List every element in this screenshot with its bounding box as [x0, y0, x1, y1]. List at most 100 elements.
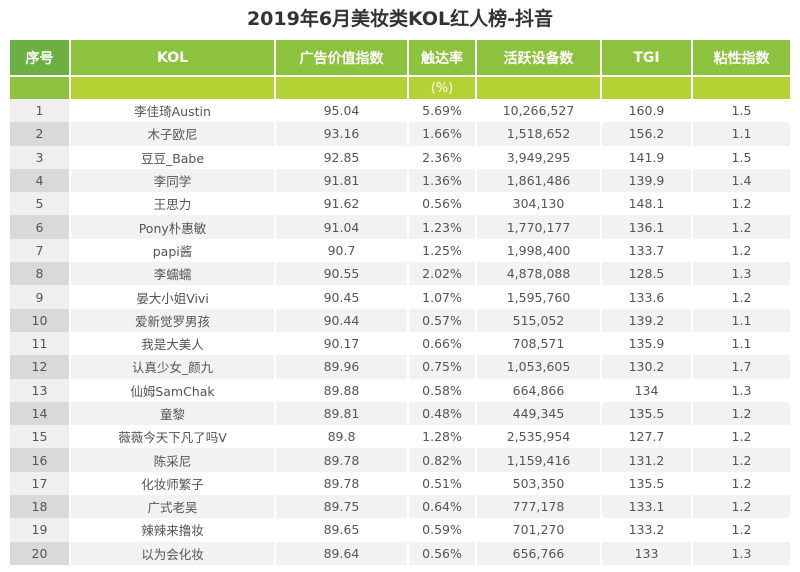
- cell-reach-rate: 1.36%: [408, 168, 477, 193]
- cell-ad-value-index: 89.88: [275, 378, 409, 402]
- cell-rank: 11: [10, 331, 71, 356]
- cell-ad-value-index: 91.81: [275, 168, 409, 193]
- cell-tgi: 136.1: [601, 215, 693, 239]
- cell-rank: 20: [10, 541, 71, 565]
- cell-kol-name: 晏大小姐Vivi: [70, 285, 276, 309]
- cell-stickiness-index: 1.2: [692, 518, 790, 542]
- cell-stickiness-index: 1.7: [692, 355, 790, 379]
- cell-kol-name: 爱新觉罗男孩: [70, 308, 276, 332]
- cell-ad-value-index: 90.44: [275, 308, 409, 332]
- header-reach-rate: 触达率: [408, 40, 477, 77]
- table-row: 14 童黎 89.81 0.48% 449,345 135.5 1.2: [10, 401, 790, 426]
- cell-reach-rate: 0.48%: [408, 401, 477, 426]
- cell-kol-name: 木子欧尼: [70, 122, 276, 146]
- cell-stickiness-index: 1.4: [692, 168, 790, 193]
- cell-kol-name: 认真少女_颜九: [70, 355, 276, 379]
- cell-rank: 15: [10, 425, 71, 449]
- cell-active-devices: 304,130: [476, 192, 602, 216]
- cell-stickiness-index: 1.2: [692, 448, 790, 472]
- cell-tgi: 133.7: [601, 238, 693, 263]
- subheader-tgi: [601, 76, 693, 99]
- cell-active-devices: 515,052: [476, 308, 602, 332]
- cell-stickiness-index: 1.2: [692, 401, 790, 426]
- table-row: 8 李蠕蠕 90.55 2.02% 4,878,088 128.5 1.3: [10, 262, 790, 286]
- cell-rank: 18: [10, 495, 71, 519]
- cell-kol-name: 化妆师繁子: [70, 471, 276, 496]
- cell-reach-rate: 0.64%: [408, 495, 477, 519]
- table-row: 7 papi酱 90.7 1.25% 1,998,400 133.7 1.2: [10, 238, 790, 263]
- cell-tgi: 131.2: [601, 448, 693, 472]
- cell-kol-name: 李同学: [70, 168, 276, 193]
- cell-kol-name: 王思力: [70, 192, 276, 216]
- cell-active-devices: 10,266,527: [476, 99, 602, 123]
- cell-stickiness-index: 1.2: [692, 238, 790, 263]
- cell-ad-value-index: 89.64: [275, 541, 409, 565]
- cell-active-devices: 1,861,486: [476, 168, 602, 193]
- cell-rank: 2: [10, 122, 71, 146]
- cell-stickiness-index: 1.5: [692, 145, 790, 169]
- cell-stickiness-index: 1.2: [692, 192, 790, 216]
- cell-tgi: 133.1: [601, 495, 693, 519]
- cell-rank: 3: [10, 145, 71, 169]
- cell-active-devices: 656,766: [476, 541, 602, 565]
- cell-rank: 14: [10, 401, 71, 426]
- subheader-kol: [70, 76, 276, 99]
- cell-kol-name: 仙姆SamChak: [70, 378, 276, 402]
- cell-rank: 13: [10, 378, 71, 402]
- cell-stickiness-index: 1.3: [692, 378, 790, 402]
- cell-kol-name: 李佳琦Austin: [70, 99, 276, 123]
- cell-rank: 16: [10, 448, 71, 472]
- subheader-active-devices: [476, 76, 602, 99]
- cell-ad-value-index: 89.65: [275, 518, 409, 542]
- cell-reach-rate: 5.69%: [408, 99, 477, 123]
- cell-tgi: 160.9: [601, 99, 693, 123]
- cell-ad-value-index: 89.78: [275, 471, 409, 496]
- cell-ad-value-index: 95.04: [275, 99, 409, 123]
- cell-active-devices: 1,770,177: [476, 215, 602, 239]
- header-rank: 序号: [10, 40, 71, 77]
- table-row: 20 以为会化妆 89.64 0.56% 656,766 133 1.3: [10, 541, 790, 565]
- cell-ad-value-index: 91.62: [275, 192, 409, 216]
- subheader-rank: [10, 76, 71, 99]
- cell-ad-value-index: 93.16: [275, 122, 409, 146]
- table-row: 15 薇薇今天下凡了吗V 89.8 1.28% 2,535,954 127.7 1.2: [10, 425, 790, 449]
- cell-ad-value-index: 90.55: [275, 262, 409, 286]
- cell-rank: 17: [10, 471, 71, 496]
- cell-active-devices: 503,350: [476, 471, 602, 496]
- cell-reach-rate: 0.51%: [408, 471, 477, 496]
- cell-ad-value-index: 89.96: [275, 355, 409, 379]
- cell-stickiness-index: 1.2: [692, 425, 790, 449]
- table-row: 2 木子欧尼 93.16 1.66% 1,518,652 156.2 1.1: [10, 122, 790, 146]
- cell-kol-name: 广式老吴: [70, 495, 276, 519]
- cell-tgi: 135.5: [601, 401, 693, 426]
- cell-stickiness-index: 1.1: [692, 331, 790, 356]
- table-row: 16 陈采尼 89.78 0.82% 1,159,416 131.2 1.2: [10, 448, 790, 472]
- table-row: 6 Pony朴惠敏 91.04 1.23% 1,770,177 136.1 1.2: [10, 215, 790, 239]
- cell-tgi: 135.5: [601, 471, 693, 496]
- cell-kol-name: 以为会化妆: [70, 541, 276, 565]
- cell-tgi: 133.2: [601, 518, 693, 542]
- cell-reach-rate: 0.57%: [408, 308, 477, 332]
- cell-tgi: 134: [601, 378, 693, 402]
- cell-stickiness-index: 1.2: [692, 495, 790, 519]
- cell-reach-rate: 0.59%: [408, 518, 477, 542]
- cell-tgi: 128.5: [601, 262, 693, 286]
- cell-reach-rate: 2.36%: [408, 145, 477, 169]
- cell-kol-name: 辣辣来撸妆: [70, 518, 276, 542]
- table-row: 17 化妆师繁子 89.78 0.51% 503,350 135.5 1.2: [10, 471, 790, 496]
- cell-reach-rate: 1.66%: [408, 122, 477, 146]
- cell-reach-rate: 0.58%: [408, 378, 477, 402]
- cell-reach-rate: 1.25%: [408, 238, 477, 263]
- cell-ad-value-index: 89.78: [275, 448, 409, 472]
- cell-tgi: 139.2: [601, 308, 693, 332]
- cell-tgi: 139.9: [601, 168, 693, 193]
- cell-rank: 7: [10, 238, 71, 263]
- cell-active-devices: 449,345: [476, 401, 602, 426]
- cell-rank: 6: [10, 215, 71, 239]
- cell-rank: 5: [10, 192, 71, 216]
- cell-tgi: 148.1: [601, 192, 693, 216]
- header-row: 序号 KOL 广告价值指数 触达率 活跃设备数 TGI 粘性指数: [10, 40, 790, 77]
- cell-reach-rate: 2.02%: [408, 262, 477, 286]
- cell-active-devices: 4,878,088: [476, 262, 602, 286]
- table-row: 5 王思力 91.62 0.56% 304,130 148.1 1.2: [10, 192, 790, 216]
